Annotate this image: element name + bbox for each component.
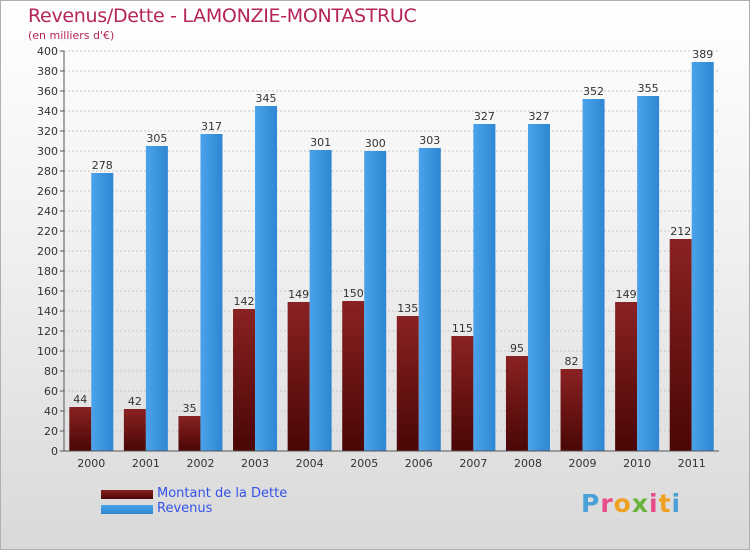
y-tick-label: 80 [44, 365, 58, 378]
bar-revenue-2009 [582, 99, 605, 451]
data-label-debt-2002: 35 [182, 402, 196, 415]
x-tick-label-2001: 2001 [132, 457, 160, 470]
data-label-revenue-2004: 301 [310, 136, 331, 149]
data-label-debt-2005: 150 [343, 287, 364, 300]
y-tick-label: 200 [37, 245, 58, 258]
y-tick-label: 380 [37, 65, 58, 78]
chart-title: Revenus/Dette - LAMONZIE-MONTASTRUC [28, 5, 417, 27]
bar-debt-2007 [451, 336, 474, 451]
bar-revenue-2003 [255, 106, 278, 451]
bar-debt-2006 [396, 316, 419, 451]
bar-revenue-2011 [691, 62, 714, 451]
data-label-revenue-2008: 327 [528, 110, 549, 123]
y-tick-label: 100 [37, 345, 58, 358]
data-label-debt-2000: 44 [73, 393, 87, 406]
bar-debt-2008 [505, 356, 528, 451]
proxiti-logo: Proxiti [581, 489, 681, 518]
data-label-debt-2010: 149 [616, 288, 637, 301]
bar-revenue-2001 [145, 146, 168, 451]
y-tick-label: 40 [44, 405, 58, 418]
bar-revenue-2002 [200, 134, 223, 451]
y-tick-label: 300 [37, 145, 58, 158]
logo-letter: o [613, 489, 632, 518]
bar-debt-2001 [123, 409, 146, 451]
data-label-revenue-2007: 327 [474, 110, 495, 123]
data-label-revenue-2002: 317 [201, 120, 222, 133]
logo-letter: i [671, 489, 682, 518]
data-label-revenue-2010: 355 [638, 82, 659, 95]
bar-debt-2004 [287, 302, 310, 451]
x-tick-label-2006: 2006 [405, 457, 433, 470]
chart-subtitle: (en milliers d'€) [28, 29, 115, 42]
legend-swatch-debt [101, 490, 153, 499]
data-label-debt-2008: 95 [510, 342, 524, 355]
data-label-revenue-2000: 278 [92, 159, 113, 172]
bar-debt-2005 [342, 301, 365, 451]
x-tick-label-2009: 2009 [569, 457, 597, 470]
bar-revenue-2010 [637, 96, 660, 451]
bar-debt-2002 [178, 416, 201, 451]
data-label-debt-2009: 82 [565, 355, 579, 368]
data-label-revenue-2009: 352 [583, 85, 604, 98]
bar-revenue-2008 [527, 124, 550, 451]
y-tick-label: 120 [37, 325, 58, 338]
logo-letter: P [581, 489, 601, 518]
bar-debt-2009 [560, 369, 583, 451]
y-tick-label: 20 [44, 425, 58, 438]
data-label-debt-2006: 135 [397, 302, 418, 315]
data-label-revenue-2006: 303 [419, 134, 440, 147]
logo-letter: t [658, 489, 672, 518]
data-label-revenue-2005: 300 [365, 137, 386, 150]
x-tick-label-2005: 2005 [350, 457, 378, 470]
x-tick-label-2000: 2000 [77, 457, 105, 470]
data-label-debt-2011: 212 [670, 225, 691, 238]
logo-letter: i [649, 489, 659, 518]
y-tick-label: 280 [37, 165, 58, 178]
x-tick-label-2004: 2004 [296, 457, 324, 470]
data-label-debt-2001: 42 [128, 395, 142, 408]
data-label-debt-2007: 115 [452, 322, 473, 335]
bar-revenue-2007 [473, 124, 496, 451]
y-tick-label: 340 [37, 105, 58, 118]
legend-label-revenue: Revenus [157, 501, 213, 516]
data-label-revenue-2001: 305 [146, 132, 167, 145]
y-tick-label: 160 [37, 285, 58, 298]
y-tick-label: 320 [37, 125, 58, 138]
data-label-debt-2003: 142 [234, 295, 255, 308]
legend-swatch-revenue [101, 505, 153, 514]
bar-revenue-2004 [309, 150, 332, 451]
data-label-revenue-2011: 389 [692, 48, 713, 61]
logo-letter: x [631, 489, 649, 518]
x-tick-label-2008: 2008 [514, 457, 542, 470]
y-tick-label: 400 [37, 45, 58, 58]
y-tick-label: 180 [37, 265, 58, 278]
x-tick-label-2003: 2003 [241, 457, 269, 470]
bar-revenue-2006 [418, 148, 441, 451]
bar-debt-2003 [233, 309, 256, 451]
bar-revenue-2005 [364, 151, 387, 451]
y-tick-label: 0 [51, 445, 58, 458]
bar-debt-2011 [669, 239, 692, 451]
legend-label-debt: Montant de la Dette [157, 486, 288, 501]
y-tick-label: 260 [37, 185, 58, 198]
y-tick-label: 140 [37, 305, 58, 318]
x-tick-label-2010: 2010 [623, 457, 651, 470]
logo-letter: r [600, 489, 614, 518]
y-tick-label: 220 [37, 225, 58, 238]
data-label-revenue-2003: 345 [256, 92, 277, 105]
bar-debt-2010 [615, 302, 638, 451]
y-tick-label: 60 [44, 385, 58, 398]
y-tick-label: 240 [37, 205, 58, 218]
bar-debt-2000 [69, 407, 92, 451]
bar-revenue-2000 [91, 173, 114, 451]
x-tick-label-2007: 2007 [459, 457, 487, 470]
y-tick-label: 360 [37, 85, 58, 98]
x-tick-label-2011: 2011 [678, 457, 706, 470]
x-tick-label-2002: 2002 [186, 457, 214, 470]
data-label-debt-2004: 149 [288, 288, 309, 301]
